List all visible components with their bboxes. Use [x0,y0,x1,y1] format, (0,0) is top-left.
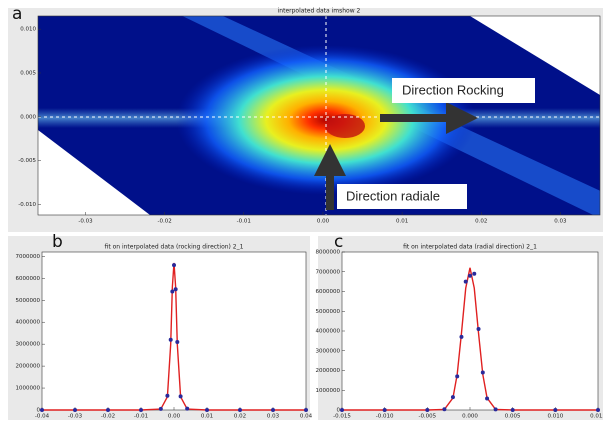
annotation: Direction radiale [346,188,440,203]
x-tick-label: 0.00 [168,414,181,420]
y-tick-label: 7000000 [316,269,341,275]
chart-title: fit on interpolated data (rocking direct… [105,244,244,251]
data-point [158,406,163,411]
x-tick-label: -0.03 [78,219,93,225]
data-point [510,408,515,412]
y-tick-label: 6000000 [316,289,341,295]
fit-line [42,262,306,411]
data-point [382,408,387,412]
data-point [165,393,170,398]
data-point [205,408,209,412]
x-tick-label: 0.03 [267,414,280,420]
x-tick-label: 0.01 [396,219,408,225]
y-tick-label: 4000000 [16,320,41,326]
chart-title: fit on interpolated data (radial directi… [403,244,537,251]
x-tick-label: 0.00 [317,219,330,225]
y-tick-label: 8000000 [316,250,341,256]
data-point [168,337,173,342]
data-point [170,289,175,294]
x-tick-label: -0.015 [333,414,351,420]
x-tick-label: 0.02 [475,219,487,225]
x-tick-label: -0.03 [68,414,83,420]
data-point [139,408,143,412]
data-point [304,408,308,412]
data-point [172,263,176,268]
data-point [340,408,344,412]
data-point [463,279,468,284]
x-tick-label: -0.01 [134,414,148,420]
x-tick-label: -0.01 [237,219,251,225]
data-point [425,408,430,412]
data-point [73,408,77,412]
annotation-box [337,184,467,209]
x-tick-label: 0.010 [547,414,563,420]
data-point [468,273,472,278]
data-point [185,406,190,411]
x-tick-label: 0.000 [462,414,478,420]
y-tick-label: -0.010 [18,202,36,208]
data-point [476,327,481,332]
annotation: Direction Rocking [402,82,504,97]
y-tick-label: -0.005 [18,158,36,164]
y-tick-label: 0 [337,408,341,414]
data-point [271,408,275,412]
y-tick-label: 1000000 [16,386,41,392]
x-tick-label: -0.010 [376,414,394,420]
data-point [472,271,477,276]
y-tick-label: 5000000 [316,309,341,315]
panel-label: a [12,4,22,24]
data-point [485,396,490,401]
y-tick-label: 3000000 [16,342,41,348]
y-tick-label: 1000000 [316,388,341,394]
x-tick-label: 0.005 [505,414,521,420]
x-tick-label: -0.02 [158,219,172,225]
x-tick-label: 0.03 [554,219,567,225]
y-tick-label: 4000000 [316,329,341,335]
x-tick-label: -0.005 [418,414,436,420]
y-tick-label: 6000000 [16,276,41,282]
y-tick-label: 2000000 [316,368,341,374]
y-tick-label: 0.000 [20,114,36,120]
plot-area [41,251,307,411]
data-point [173,287,178,292]
y-tick-label: 5000000 [16,298,41,304]
axes-frame [37,15,601,216]
y-tick-label: 0.010 [20,27,36,33]
data-point [178,394,183,399]
data-point [455,374,460,379]
y-tick-label: 3000000 [316,348,341,354]
data-point [450,395,455,400]
heatmap-image [38,16,600,215]
y-tick-label: 0.005 [20,70,36,76]
data-point [480,370,485,375]
x-tick-label: -0.02 [101,414,115,420]
x-tick-label: 0.015 [590,414,603,420]
data-point [175,339,180,344]
plot-area [341,251,599,411]
y-tick-label: 7000000 [16,254,41,260]
x-tick-label: 0.04 [300,414,313,420]
data-point [596,408,600,412]
x-tick-label: -0.04 [35,414,50,420]
data-point [493,407,498,412]
annotation-box [392,78,535,103]
panel-label: b [52,232,63,252]
data-point [238,408,242,412]
y-tick-label: 2000000 [16,364,41,370]
x-tick-label: 0.01 [201,414,213,420]
data-point [442,407,447,412]
data-point [106,408,110,412]
data-point [553,408,558,412]
fit-line [342,267,598,411]
chart-title: interpolated data imshow 2 [278,8,361,15]
data-point [459,334,464,339]
panel-label: c [334,232,343,252]
data-point [40,408,44,412]
x-tick-label: 0.02 [234,414,246,420]
y-tick-label: 0 [37,408,41,414]
